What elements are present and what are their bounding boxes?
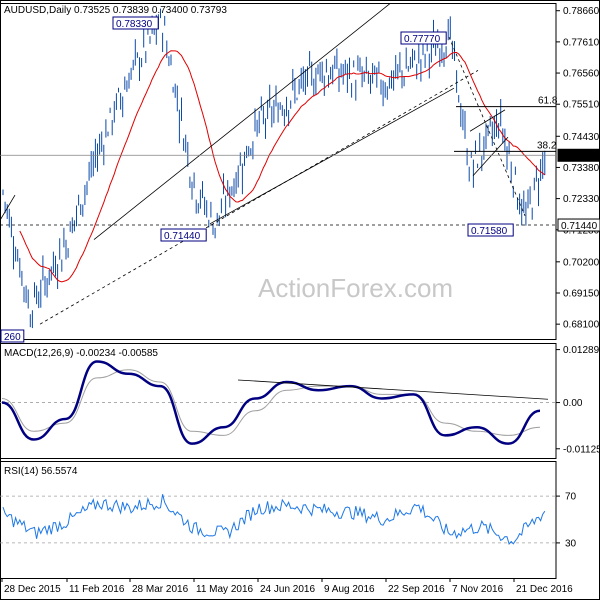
macd-line	[1, 360, 541, 445]
macd-trendline	[237, 379, 549, 400]
support-price-tag-box	[557, 218, 600, 232]
x-tick-label: 7 Nov 2016	[452, 584, 504, 595]
panel-frame-1	[0, 343, 557, 459]
x-tick-label: 11 May 2016	[196, 584, 254, 595]
flag-lower-line	[472, 136, 509, 177]
left-support-line	[0, 194, 16, 221]
rsi-y-tick-label: 30	[565, 538, 577, 549]
x-tick-label: 9 Aug 2016	[324, 584, 375, 595]
high-label: 0.78330	[116, 19, 153, 30]
macd-signal-line	[1, 369, 541, 436]
fib-61-8-label: 61.8	[538, 96, 558, 107]
y-tick-label: 0.77610	[563, 37, 600, 48]
high-label-box	[112, 16, 159, 30]
macd-y-tick-label: 0.012894	[563, 345, 600, 356]
peak-label-box	[400, 31, 447, 45]
support-price-tag: 0.71440	[561, 221, 598, 232]
dashed-trendline	[39, 70, 479, 325]
last-price-tag: 0.73793	[561, 151, 598, 162]
y-tick-label: 0.68100	[563, 320, 600, 331]
recent-low-label: 0.71580	[471, 226, 508, 237]
rsi-line	[2, 494, 546, 546]
x-tick-label: 22 Sep 2016	[388, 584, 445, 595]
moving-average-line	[19, 50, 546, 283]
channel-upper-line	[93, 3, 391, 240]
x-tick-label: 21 Dec 2016	[516, 584, 573, 595]
candles-group	[2, 8, 546, 329]
y-tick-label: 0.70200	[563, 257, 600, 268]
y-tick-label: 0.73380	[563, 163, 600, 174]
fib-38-2-label: 38.2	[537, 140, 557, 151]
y-tick-label: 0.69150	[563, 288, 600, 299]
x-tick-label: 28 Dec 2015	[4, 584, 61, 595]
peak-label: 0.77770	[404, 34, 441, 45]
x-tick-label: 28 Mar 2016	[132, 584, 189, 595]
y-tick-label: 0.75510	[563, 100, 600, 111]
panel-frame-2	[0, 461, 557, 579]
last-price-tag-box	[557, 148, 600, 162]
macd-y-tick-label: -0.011253	[563, 444, 600, 455]
main-title: AUDUSD,Daily 0.73525 0.73839 0.73400 0.7…	[4, 5, 227, 16]
partial-low-label-box	[0, 329, 25, 343]
rsi-y-tick-label: 70	[565, 492, 577, 503]
y-tick-label: 0.72330	[563, 194, 600, 205]
partial-low-label: 260	[4, 332, 21, 343]
macd-y-tick-label: 0.00	[563, 398, 583, 409]
y-tick-label: 0.78660	[563, 6, 600, 17]
watermark: ActionForex.com	[258, 273, 453, 303]
dashed-decline-line	[448, 36, 526, 216]
low-label: 0.71440	[164, 231, 201, 242]
y-tick-label: 0.76560	[563, 69, 600, 80]
flag-upper-line	[469, 109, 506, 132]
channel-lower-line	[209, 87, 455, 225]
y-tick-label: 0.74430	[563, 132, 600, 143]
x-tick-label: 11 Feb 2016	[69, 584, 125, 595]
recent-low-label-box	[467, 223, 514, 237]
low-label-box	[160, 228, 207, 242]
rsi-title: RSI(14) 56.5574	[4, 466, 78, 477]
macd-title: MACD(12,26,9) -0.00234 -0.00585	[4, 348, 158, 359]
x-tick-label: 24 Jun 2016	[260, 584, 315, 595]
